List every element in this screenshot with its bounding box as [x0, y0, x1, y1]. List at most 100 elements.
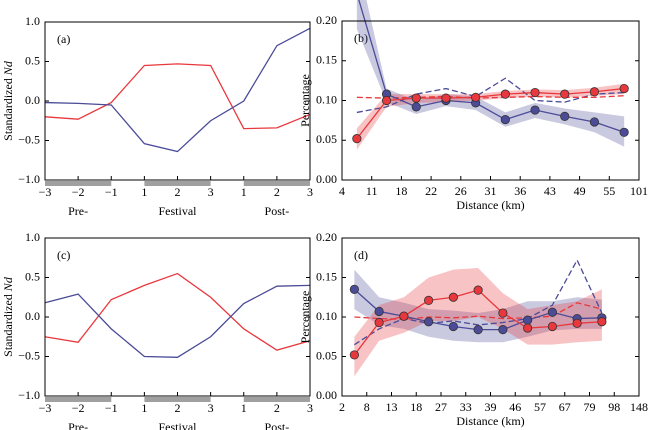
y-tick-label: 0.20 — [316, 13, 337, 27]
y-axis-label: Percentage — [298, 74, 312, 127]
x-tick-label: 98 — [608, 400, 620, 414]
point — [500, 89, 510, 99]
period-bar — [243, 397, 310, 402]
point — [381, 95, 392, 106]
x-tick-label: 57 — [534, 400, 546, 414]
period-label: Post- — [265, 204, 290, 218]
point — [498, 325, 508, 335]
x-tick-label: 2 — [274, 185, 280, 199]
y-axis-label: Standardized Nd — [1, 276, 15, 357]
y-axis-label: Standardized Nd — [1, 60, 15, 141]
period-bar — [45, 397, 112, 402]
point — [411, 102, 421, 112]
point — [547, 307, 557, 317]
confidence-band — [354, 268, 602, 377]
x-tick-label: 67 — [559, 400, 571, 414]
y-tick-label: 0.00 — [316, 388, 337, 402]
y-tick-label: −0.5 — [18, 132, 40, 146]
x-tick-label: 27 — [435, 400, 447, 414]
x-tick-label: 39 — [485, 400, 497, 414]
series-line — [44, 63, 311, 130]
panel-label: (d) — [354, 248, 368, 262]
y-tick-label: 0.10 — [316, 309, 337, 323]
y-axis-label-text: Standardized — [1, 78, 15, 141]
x-tick-label: 1 — [141, 401, 147, 415]
x-tick-label: 55 — [603, 184, 615, 198]
series-line — [44, 272, 311, 351]
x-tick-label: 11 — [366, 184, 378, 198]
x-tick-label: 13 — [386, 400, 398, 414]
x-tick-label: 18 — [395, 184, 407, 198]
point — [374, 317, 384, 328]
y-tick-label: 0.05 — [316, 348, 337, 362]
series-line — [358, 0, 625, 133]
confidence-band — [354, 269, 602, 343]
y-tick-label: 0.15 — [316, 269, 337, 283]
point — [448, 321, 458, 332]
period-bar — [144, 181, 211, 186]
x-tick-label: 49 — [574, 184, 586, 198]
x-tick-label: 3 — [208, 401, 214, 415]
x-tick-label: 18 — [410, 400, 422, 414]
x-tick-label: 22 — [425, 184, 437, 198]
y-tick-label: 0.0 — [25, 93, 40, 107]
x-tick-label: 3 — [307, 401, 313, 415]
x-tick-label: −2 — [72, 185, 85, 199]
y-tick-label: 1.0 — [25, 14, 40, 28]
x-tick-label: −1 — [105, 185, 118, 199]
point — [597, 317, 607, 327]
point — [589, 117, 600, 127]
period-label: Festival — [159, 204, 198, 218]
point — [411, 93, 421, 103]
point — [523, 323, 533, 333]
x-tick-label: −1 — [105, 401, 118, 415]
period-label: Pre- — [68, 204, 88, 218]
y-tick-label: −0.5 — [18, 348, 40, 362]
x-tick-label: 2 — [175, 401, 181, 415]
plot-frame — [341, 237, 640, 397]
plot-frame — [341, 20, 640, 181]
x-tick-label: 4 — [339, 184, 345, 198]
x-tick-label: 2 — [339, 400, 345, 414]
period-bar — [243, 181, 310, 186]
y-tick-label: 0.15 — [316, 53, 337, 67]
point — [399, 311, 409, 321]
point — [619, 83, 629, 94]
point — [349, 350, 359, 360]
y-tick-label: 0.00 — [316, 172, 337, 186]
y-tick-label: 0.5 — [25, 53, 40, 67]
x-tick-label: 1 — [241, 401, 247, 415]
panel-label: (a) — [57, 32, 70, 46]
x-tick-label: 31 — [485, 184, 497, 198]
period-bar — [45, 181, 112, 186]
plot-frame — [44, 237, 311, 397]
point — [530, 105, 540, 115]
point — [560, 111, 570, 122]
y-tick-label: 0.05 — [316, 132, 337, 146]
point — [498, 308, 508, 318]
y-tick-label: 0.10 — [316, 92, 337, 106]
x-tick-label: 33 — [460, 400, 472, 414]
series-line — [356, 87, 625, 140]
panel-label: (c) — [57, 248, 70, 262]
expected-line — [354, 258, 603, 346]
point — [349, 284, 359, 294]
point — [424, 295, 434, 306]
confidence-band — [356, 83, 625, 150]
x-tick-label: 1 — [141, 185, 147, 199]
x-axis-label: Distance (km) — [456, 414, 524, 428]
x-tick-label: 46 — [509, 400, 521, 414]
period-bar — [144, 397, 211, 402]
x-tick-label: 36 — [514, 184, 526, 198]
y-axis-label-text: Standardized — [1, 294, 15, 357]
y-axis-label-italic: Nd — [1, 276, 15, 292]
period-label: Post- — [265, 420, 290, 430]
panel-label: (b) — [354, 31, 368, 45]
y-axis-label: Percentage — [298, 291, 312, 344]
x-tick-label: 43 — [544, 184, 556, 198]
period-label: Pre- — [68, 420, 88, 430]
point — [530, 87, 540, 98]
x-tick-label: 3 — [208, 185, 214, 199]
series-line — [44, 284, 311, 358]
point — [547, 321, 557, 332]
